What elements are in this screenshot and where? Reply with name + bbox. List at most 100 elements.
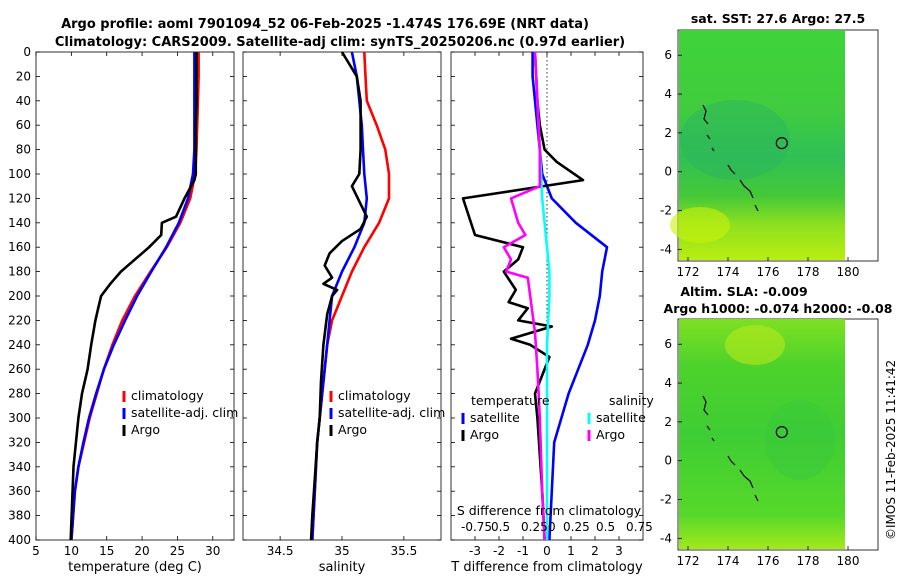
difference-xtick-label: -2 [493,544,505,558]
diff-s-tick-label: 0.5 [596,520,615,534]
sla_map-xtick-label: 178 [797,554,820,568]
sst_map-ytick-label: 2 [664,126,672,140]
temperature-xtick-label: 30 [205,544,220,558]
sla_map-xtick-label: 180 [837,554,860,568]
difference-xtick-label: -1 [517,544,529,558]
sla-map-islands [702,395,759,502]
salinity-xtick-label: 35.5 [391,544,418,558]
sla_map-ytick-label: -4 [660,531,672,545]
diff-legend-label: Argo [470,427,499,442]
sla_map-ytick-label: 2 [664,415,672,429]
diff-s-tick-label: -0.75 [461,520,492,534]
salinity-series-argo [309,51,369,541]
sst-map-axes: 172 174 176 178 180 6 4 2 0 -2 -4 [660,48,859,279]
depth-tick-label: 380 [8,509,31,523]
sst_map-xtick-label: 176 [757,265,780,279]
depth-tick-label: 400 [8,533,31,547]
figure-title-line1: Argo profile: aoml 7901094_52 06-Feb-202… [61,17,589,32]
depth-tick-label: 340 [8,460,31,474]
depth-tick-label: 220 [8,313,31,327]
depth-tick-label: 100 [8,167,31,181]
temperature-xlabel: temperature (deg C) [68,560,202,575]
depth-tick-label: 240 [8,338,31,352]
depth-tick-label: 140 [8,216,31,230]
diff-legend-header-salinity: salinity [609,393,654,408]
sst-map-panel: sat. SST: 27.6 Argo: 27.5 172 174 176 178 18… [660,11,879,279]
sst_map-ytick-label: -2 [660,204,672,218]
sst-map-cool-tongue [680,100,790,180]
diff-legend-header-temperature: temperature [471,393,550,408]
sla_map-xtick-label: 176 [757,554,780,568]
sst-map-argo-marker [775,136,788,150]
depth-tick-label: 200 [8,289,31,303]
sla_map-ytick-label: 6 [664,337,672,351]
depth-tick-label: 180 [8,265,31,279]
diff-s-tick-label: 0.25 [521,520,548,534]
depth-tick-label: 0 [23,45,31,59]
sla-map-argo-marker [775,425,788,439]
temperature-legend-label: climatology [131,388,204,403]
diff-legend-label: satellite [470,410,520,425]
depth-tick-label: 280 [8,387,31,401]
sla-map-panel: Altim. SLA: -0.009 Argo h1000: -0.074 h2… [660,284,892,568]
depth-tick-label: 80 [16,143,31,157]
sst_map-xtick-label: 180 [837,265,860,279]
sst_map-xtick-label: 178 [797,265,820,279]
difference-xtick-label: -3 [469,544,481,558]
diff-s-tick-label: 0 [548,520,556,534]
diff-s-axis-title: S difference from climatology [457,503,642,518]
depth-tick-label: 60 [16,118,31,132]
sst_map-xtick-label: 172 [677,265,700,279]
temperature-xtick-label: 10 [64,544,79,558]
sst-map-islands [702,104,759,212]
temperature-xtick-label: 25 [170,544,185,558]
depth-tick-label: 20 [16,69,31,83]
figure-title-line2: Climatology: CARS2009. Satellite-adj cli… [55,35,625,50]
salinity-xtick-label: 34.5 [267,544,294,558]
sst_map-ytick-label: 6 [664,48,672,62]
sla-map-subtitle: Argo h1000: -0.074 h2000: -0.08 [664,301,893,316]
temperature-panel: 0 20 40 60 80 100 120 140 160 180 200 220 240 260 280 3… [8,45,238,575]
timestamp-credit: ©IMOS 11-Feb-2025 11:41:42 [884,360,898,540]
sst_map-xtick-label: 174 [717,265,740,279]
diff-legend-label: satellite [596,410,646,425]
sla_map-xtick-label: 172 [677,554,700,568]
salinity-xtick-label: 35 [334,544,349,558]
difference-series-t-argo [461,51,585,541]
sla-map-low-patch [765,400,835,480]
difference-xlabel: T difference from climatology [450,560,643,575]
sst-map-title: sat. SST: 27.6 Argo: 27.5 [691,11,865,26]
depth-tick-label: 40 [16,94,31,108]
diff-legend-label: Argo [596,427,625,442]
salinity-legend-label: satellite-adj. clim [338,405,445,420]
sla_map-ytick-label: -2 [660,493,672,507]
sla_map-xtick-label: 174 [717,554,740,568]
depth-tick-label: 300 [8,411,31,425]
temperature-xtick-label: 5 [32,544,40,558]
temperature-series-argo [69,52,198,541]
salinity-legend-label: Argo [338,422,367,437]
temperature-series-satellite-adj-clim [70,52,196,541]
difference-xtick-label: 2 [591,544,599,558]
temperature-legend-label: Argo [131,422,160,437]
temperature-legend-label: satellite-adj. clim [131,405,238,420]
sst_map-ytick-label: -4 [660,242,672,256]
sst-map-warm-patch [670,207,730,243]
sla_map-ytick-label: 0 [664,454,672,468]
difference-xtick-label: 1 [567,544,575,558]
salinity-xlabel: salinity [319,560,366,575]
sla_map-ytick-label: 4 [664,376,672,390]
temperature-xtick-label: 20 [134,544,149,558]
difference-xtick-label: 0 [543,544,551,558]
depth-tick-label: 360 [8,484,31,498]
sla-map-axes: 172 174 176 178 180 6 4 2 0 -2 -4 [660,337,859,568]
depth-tick-label: 160 [8,240,31,254]
difference-series-s-argo [502,51,546,541]
difference-xtick-label: 3 [615,544,623,558]
depth-tick-label: 120 [8,191,31,205]
diff-s-tick-label: 0.5 [491,520,510,534]
sla-map-title: Altim. SLA: -0.009 [680,284,807,299]
sst_map-ytick-label: 4 [664,87,672,101]
salinity-legend-label: climatology [338,388,411,403]
